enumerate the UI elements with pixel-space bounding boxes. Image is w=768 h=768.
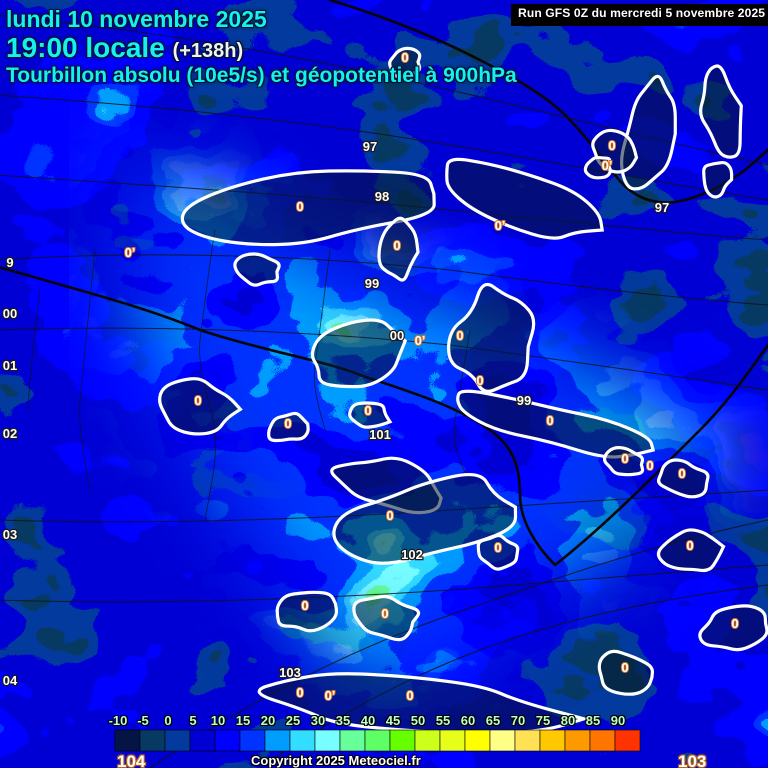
svg-text:0: 0 [476, 373, 483, 388]
svg-text:9: 9 [6, 255, 13, 270]
svg-text:0: 0 [364, 403, 371, 418]
svg-text:0’: 0’ [495, 218, 506, 233]
svg-text:0: 0 [546, 413, 553, 428]
svg-text:0: 0 [406, 688, 413, 703]
svg-text:0: 0 [494, 540, 501, 555]
svg-text:99: 99 [517, 393, 531, 408]
svg-text:0: 0 [621, 660, 628, 675]
svg-text:0: 0 [301, 598, 308, 613]
svg-text:99: 99 [365, 276, 379, 291]
svg-text:0: 0 [381, 606, 388, 621]
svg-text:0: 0 [678, 466, 685, 481]
svg-text:04: 04 [3, 673, 18, 688]
svg-text:0: 0 [731, 616, 738, 631]
svg-text:0: 0 [393, 238, 400, 253]
svg-text:0: 0 [456, 328, 463, 343]
svg-text:0’: 0’ [602, 158, 613, 173]
svg-text:0: 0 [646, 458, 653, 473]
svg-text:0: 0 [296, 199, 303, 214]
svg-text:0: 0 [296, 685, 303, 700]
svg-text:00: 00 [390, 328, 404, 343]
svg-text:0: 0 [401, 50, 408, 65]
svg-text:0’: 0’ [125, 245, 136, 260]
svg-text:103: 103 [279, 665, 301, 680]
svg-text:101: 101 [369, 427, 391, 442]
svg-text:0: 0 [621, 451, 628, 466]
svg-text:03: 03 [3, 527, 17, 542]
svg-text:0: 0 [608, 138, 615, 153]
svg-text:02: 02 [3, 426, 17, 441]
svg-text:0’: 0’ [415, 333, 426, 348]
svg-text:102: 102 [401, 547, 423, 562]
svg-text:0: 0 [386, 508, 393, 523]
svg-text:97: 97 [363, 139, 377, 154]
svg-text:01: 01 [3, 358, 17, 373]
svg-text:0: 0 [686, 538, 693, 553]
svg-text:98: 98 [375, 189, 389, 204]
svg-text:97: 97 [655, 200, 669, 215]
svg-text:0’: 0’ [325, 688, 336, 703]
svg-text:00: 00 [3, 306, 17, 321]
svg-text:0: 0 [284, 416, 291, 431]
svg-text:0: 0 [194, 393, 201, 408]
